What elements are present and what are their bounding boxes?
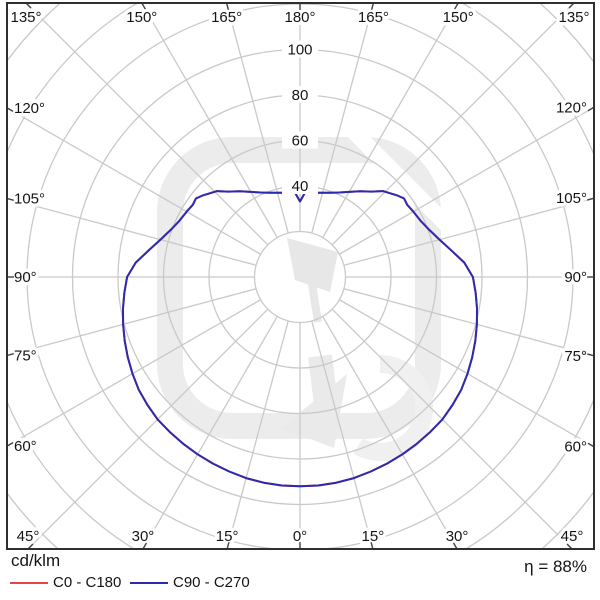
ring-label-40: 40 bbox=[292, 178, 309, 195]
efficiency-label: η = 88% bbox=[524, 557, 587, 576]
angle-label-15-right: 15° bbox=[362, 528, 385, 545]
legend-label-c90-c270: C90 - C270 bbox=[173, 574, 250, 591]
legend-line-c90-c270 bbox=[130, 582, 168, 584]
angle-label-120-left: 120° bbox=[14, 100, 45, 117]
angle-label-90-right: 90° bbox=[564, 269, 587, 286]
chart-footer: cd/klm C0 - C180 C90 - C270 η = 88% bbox=[0, 549, 600, 600]
plot-border bbox=[6, 2, 595, 550]
angle-label-120-right: 120° bbox=[556, 99, 587, 116]
angle-label-135-right: 135° bbox=[558, 9, 589, 26]
angle-label-60-right: 60° bbox=[564, 439, 587, 456]
angle-label-150-left: 150° bbox=[126, 9, 157, 26]
angle-label-150-right: 150° bbox=[443, 9, 474, 26]
angle-label-75-right: 75° bbox=[564, 348, 587, 365]
angle-label-180-right: 180° bbox=[284, 9, 315, 26]
unit-label: cd/klm bbox=[11, 551, 61, 570]
angle-label-45-left: 45° bbox=[17, 528, 40, 545]
angle-label-75-left: 75° bbox=[14, 348, 37, 365]
ring-label-60: 60 bbox=[292, 133, 309, 150]
angle-label-30-right: 30° bbox=[446, 528, 469, 545]
border-ticks bbox=[6, 2, 595, 550]
angle-label-30-left: 30° bbox=[132, 528, 155, 545]
angle-label-60-left: 60° bbox=[14, 438, 37, 455]
ring-label-80: 80 bbox=[292, 87, 309, 104]
angle-label-135-left: 135° bbox=[10, 9, 41, 26]
angle-label-165-right: 165° bbox=[358, 9, 389, 26]
ring-labels: 40 60 80 100 bbox=[282, 40, 318, 195]
angle-label-0-right: 0° bbox=[293, 528, 307, 545]
angle-label-45-right: 45° bbox=[561, 528, 584, 545]
legend-line-c0-c180 bbox=[10, 582, 48, 584]
angle-label-90-left: 90° bbox=[14, 269, 37, 286]
curve-c90-c270 bbox=[122, 190, 478, 488]
angle-label-105-right: 105° bbox=[556, 190, 587, 207]
legend-label-c0-c180: C0 - C180 bbox=[53, 574, 122, 591]
angle-label-15-left: 15° bbox=[216, 528, 239, 545]
angle-label-165-left: 165° bbox=[211, 9, 242, 26]
angle-labels: 0° 15° 30° 45° 60° 75° 90° 105° 120° 135° 150° 165°… bbox=[7, 6, 593, 549]
ring-label-100: 100 bbox=[287, 42, 312, 59]
watermark-curl bbox=[353, 354, 434, 461]
angle-label-105-left: 105° bbox=[14, 190, 45, 207]
